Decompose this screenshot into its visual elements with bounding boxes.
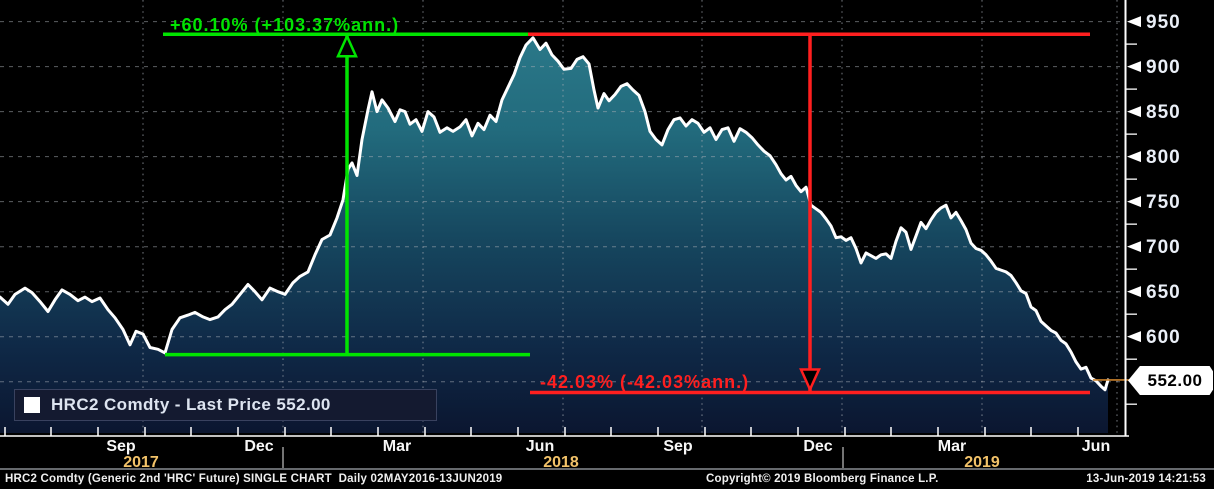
svg-text:750: 750	[1146, 192, 1181, 213]
loss-label: -42.03% (-42.03%ann.)	[540, 372, 749, 392]
svg-text:700: 700	[1146, 237, 1181, 258]
status-copyright: Copyright© 2019 Bloomberg Finance L.P.	[706, 473, 939, 485]
svg-text:Sep: Sep	[663, 438, 693, 455]
svg-text:Dec: Dec	[803, 438, 832, 455]
axes[interactable]: 950 900 850 800 750 700 650 600	[0, 0, 1181, 437]
svg-text:2018: 2018	[543, 454, 579, 470]
last-price-tag: 552.00	[1128, 366, 1213, 395]
svg-text:600: 600	[1146, 327, 1181, 348]
svg-text:650: 650	[1146, 282, 1181, 303]
svg-text:Sep: Sep	[106, 438, 136, 455]
gain-annotation: +60.10% (+103.37%ann.)	[163, 15, 530, 357]
svg-text:Jun: Jun	[1082, 438, 1110, 455]
svg-text:Mar: Mar	[938, 438, 966, 455]
gain-label: +60.10% (+103.37%ann.)	[170, 15, 399, 35]
svg-text:2017: 2017	[123, 454, 159, 470]
x-axis-labels: Sep Dec Mar Jun Sep Dec Mar Jun 2017 2018 2019	[106, 438, 1110, 470]
svg-text:850: 850	[1146, 102, 1181, 123]
down-arrow-icon	[799, 368, 821, 393]
svg-text:Jun: Jun	[526, 438, 554, 455]
price-area	[0, 37, 1108, 434]
svg-text:900: 900	[1146, 57, 1181, 78]
legend-label: HRC2 Comdty - Last Price 552.00	[51, 395, 331, 414]
series-swatch-icon	[24, 397, 40, 413]
price-chart-canvas[interactable]: +60.10% (+103.37%ann.) -42.03% (-42.03%an…	[0, 0, 1214, 470]
svg-text:Mar: Mar	[383, 438, 411, 455]
last-price-value: 552.00	[1147, 370, 1203, 390]
status-descriptor: HRC2 Comdty (Generic 2nd 'HRC' Future) S…	[5, 473, 503, 485]
svg-text:950: 950	[1146, 12, 1181, 33]
svg-text:800: 800	[1146, 147, 1181, 168]
loss-annotation: -42.03% (-42.03%ann.)	[528, 32, 1090, 395]
price-line	[0, 36, 1110, 392]
legend[interactable]: HRC2 Comdty - Last Price 552.00	[14, 389, 437, 421]
svg-text:Dec: Dec	[244, 438, 273, 455]
status-datetime: 13-Jun-2019 14:21:53	[1086, 473, 1206, 485]
up-arrow-icon	[336, 33, 358, 58]
gridlines	[0, 0, 1125, 433]
status-bar: HRC2 Comdty (Generic 2nd 'HRC' Future) S…	[0, 470, 1214, 489]
svg-text:2019: 2019	[964, 454, 1000, 470]
